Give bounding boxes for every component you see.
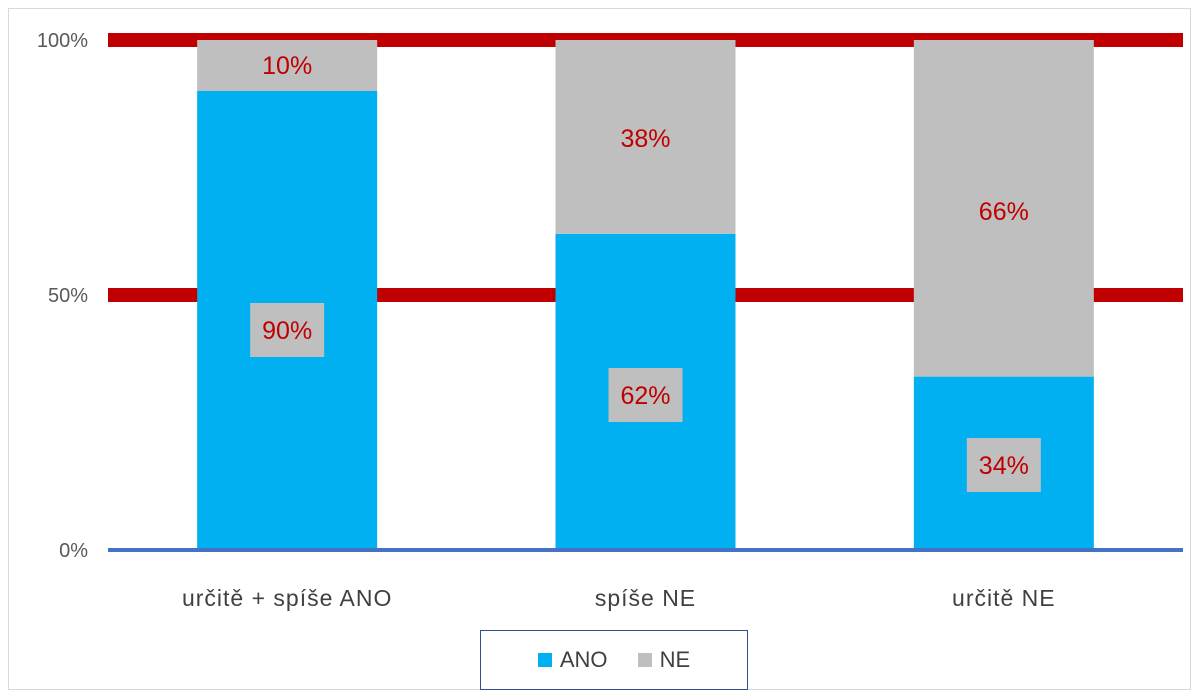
data-label-ano: 90% <box>262 317 312 345</box>
data-label-ano: 34% <box>979 452 1029 480</box>
data-label-ne: 38% <box>620 125 670 153</box>
y-tick-label: 0% <box>59 540 88 562</box>
bar-ne-0 <box>197 40 378 91</box>
x-tick-label: určitě + spíše ANO <box>182 585 392 611</box>
legend-item-ne: NE <box>637 647 691 673</box>
legend-label-ne: NE <box>659 647 691 672</box>
data-label-ano: 62% <box>620 382 670 410</box>
data-labels: 90% 10% 62% 38% 34% 66% <box>250 52 1041 492</box>
legend-swatch-ne <box>637 653 652 667</box>
data-label-bg <box>966 438 1041 492</box>
bar-ne-1 <box>555 40 736 234</box>
axes: 0% 50% 100% určitě + spíše ANO spíše NE určit… <box>37 30 1183 611</box>
legend-swatch-ano <box>537 653 552 667</box>
data-label-bg <box>608 368 683 422</box>
legend-label-ano: ANO <box>559 647 608 672</box>
y-tick-label: 50% <box>48 285 88 307</box>
legend-item-ano: ANO <box>537 647 608 673</box>
data-label-ne: 66% <box>979 198 1029 226</box>
x-tick-label: spíše NE <box>595 585 696 611</box>
data-label-ne: 10% <box>262 52 312 80</box>
bar-ne-2 <box>913 40 1094 377</box>
data-label-bg <box>250 303 325 357</box>
y-tick-label: 100% <box>37 30 88 52</box>
x-tick-label: určitě NE <box>952 585 1056 611</box>
bars <box>197 40 1094 551</box>
legend: ANO NE <box>480 630 748 690</box>
